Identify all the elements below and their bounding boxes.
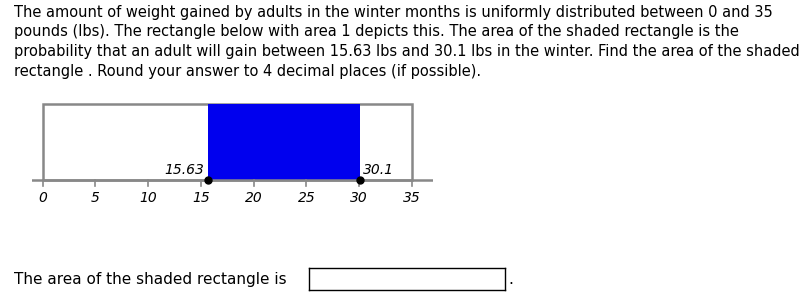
Text: 0: 0 (38, 191, 47, 205)
Text: 30.1: 30.1 (363, 163, 395, 177)
Text: The amount of weight gained by adults in the winter months is uniformly distribu: The amount of weight gained by adults in… (14, 5, 800, 79)
Text: 15: 15 (192, 191, 210, 205)
Text: 5: 5 (91, 191, 99, 205)
Bar (208, 104, 360, 181)
Bar (43, 104, 412, 181)
Text: 10: 10 (140, 191, 157, 205)
Text: 20: 20 (245, 191, 262, 205)
Text: 25: 25 (298, 191, 315, 205)
Text: 35: 35 (403, 191, 421, 205)
Text: .: . (508, 272, 513, 287)
Text: 30: 30 (350, 191, 368, 205)
Text: 15.63: 15.63 (164, 163, 205, 177)
Text: The area of the shaded rectangle is: The area of the shaded rectangle is (14, 272, 287, 287)
